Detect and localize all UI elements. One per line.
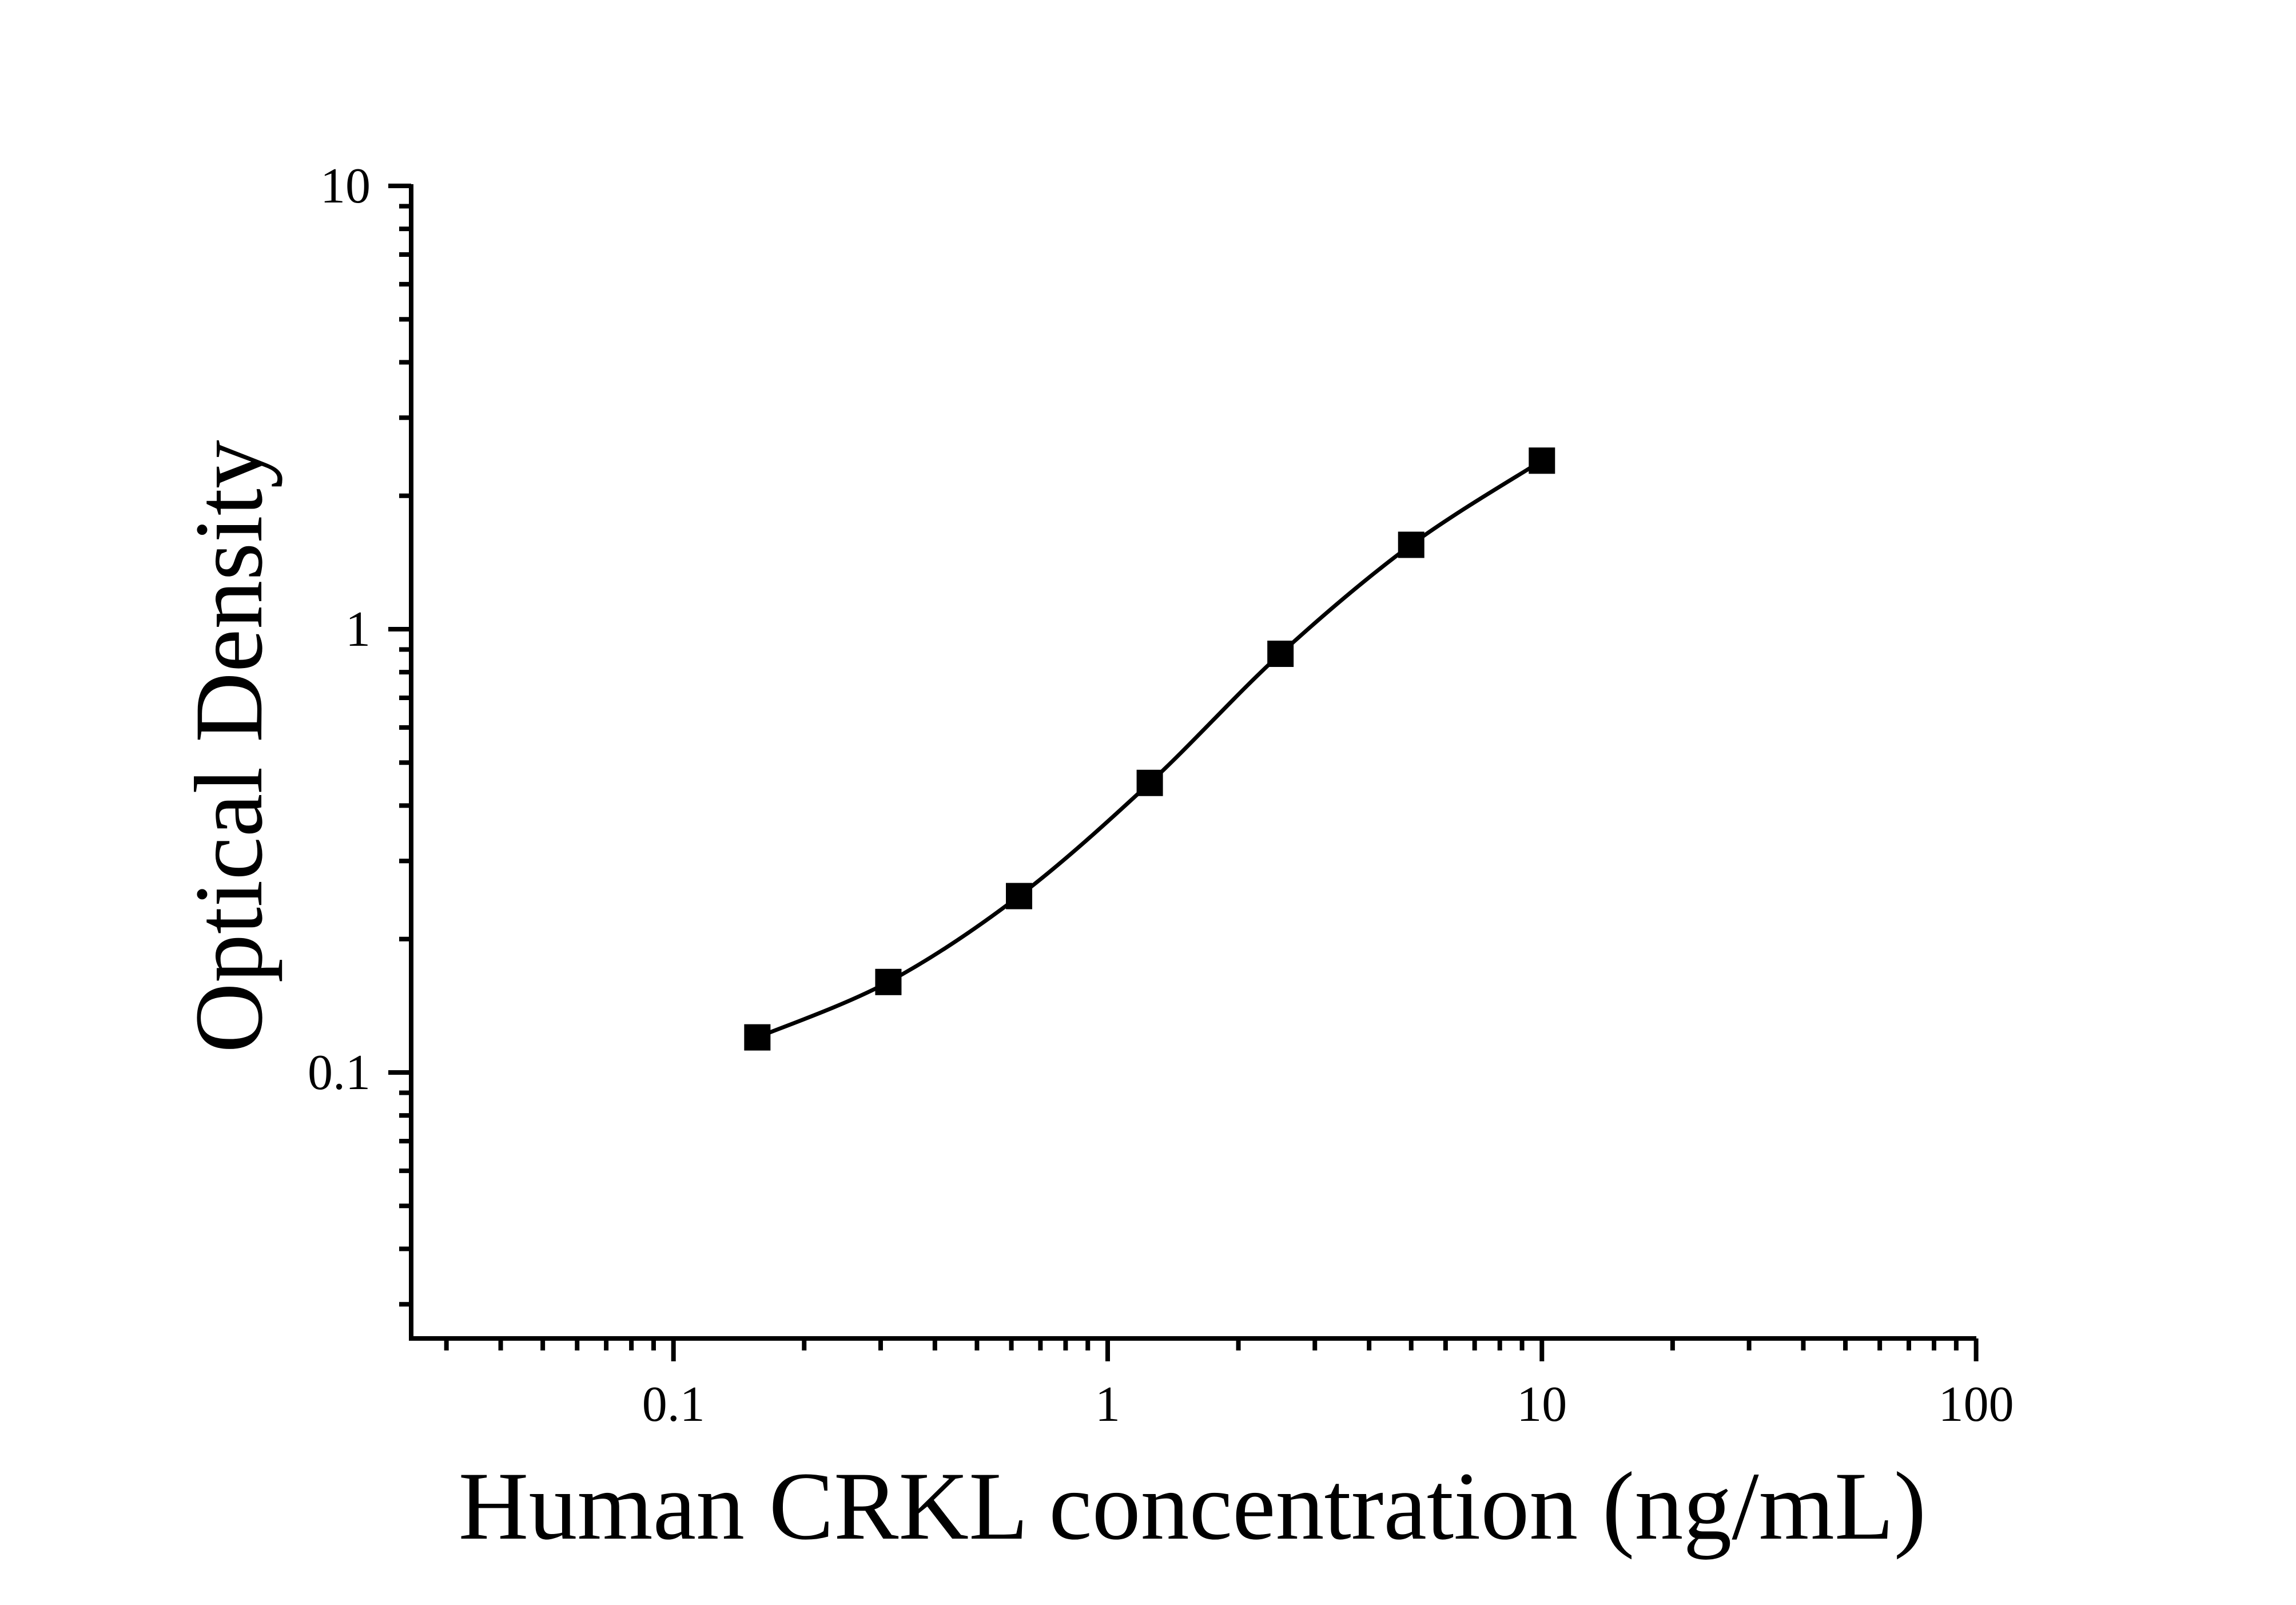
x-tick-label: 0.1 — [642, 1377, 705, 1432]
data-point-marker — [1136, 769, 1163, 796]
x-tick-label: 10 — [1517, 1377, 1567, 1432]
x-tick-label: 1 — [1095, 1377, 1120, 1432]
y-axis-title: Optical Density — [175, 440, 282, 1053]
axis-ticks — [388, 184, 1979, 1361]
axis-lines — [409, 184, 1976, 1341]
data-point-marker — [875, 968, 902, 995]
data-point-marker — [1529, 447, 1555, 474]
data-point-marker — [1006, 883, 1033, 909]
data-point-marker — [1398, 531, 1424, 558]
x-axis-title: Human CRKL concentration (ng/mL) — [458, 1452, 1927, 1560]
y-tick-label: 1 — [345, 602, 371, 657]
axes — [409, 184, 1976, 1341]
x-tick-label: 100 — [1938, 1377, 2014, 1432]
data-point-marker — [744, 1024, 771, 1051]
data-point-marker — [1267, 641, 1294, 668]
y-tick-label: 0.1 — [308, 1045, 371, 1101]
data-markers — [744, 447, 1555, 1051]
y-tick-label: 10 — [320, 158, 371, 214]
